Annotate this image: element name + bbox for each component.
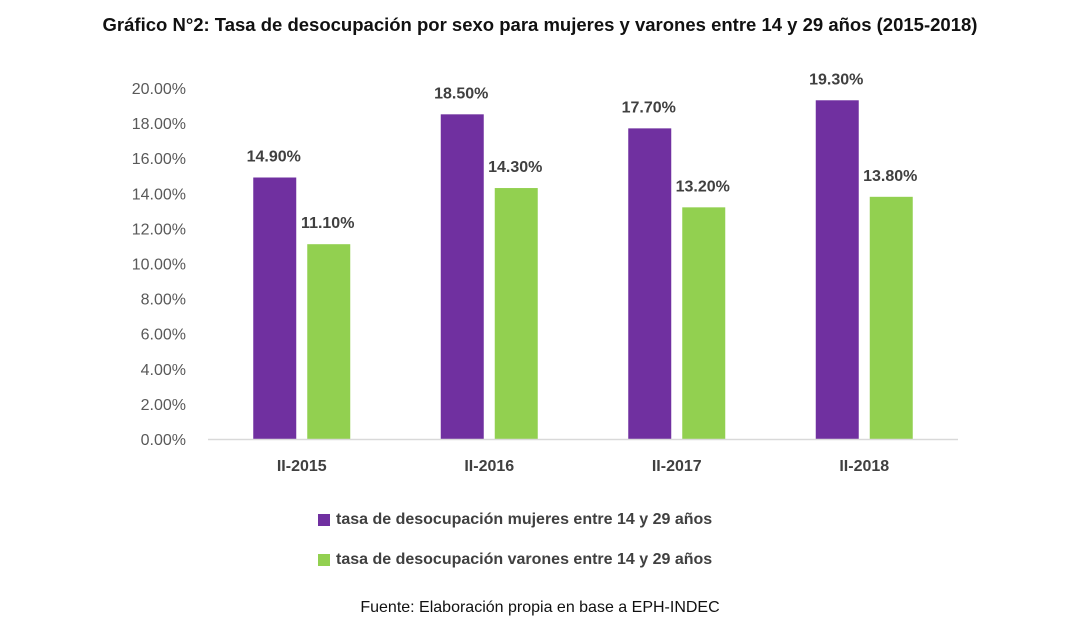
legend-label-varones: tasa de desocupación varones entre 14 y …	[336, 551, 713, 568]
legend-swatch-mujeres	[318, 514, 330, 526]
data-label: 19.30%	[809, 71, 863, 88]
bar-varones-II-2017	[682, 207, 726, 439]
data-label: 13.20%	[676, 178, 730, 195]
y-tick-label: 10.00%	[132, 257, 186, 274]
legend-label-mujeres: tasa de desocupación mujeres entre 14 y …	[336, 511, 713, 528]
x-axis: II-2015 II-2016 II-2017 II-2018	[208, 438, 958, 475]
y-axis: 0.00% 2.00% 4.00% 6.00% 8.00% 10.00% 12.00% 14.…	[132, 81, 186, 449]
legend-item-varones: tasa de desocupación varones entre 14 y …	[318, 540, 712, 580]
data-label: 14.30%	[488, 159, 542, 176]
y-tick-label: 4.00%	[141, 362, 186, 379]
x-tick-label: II-2017	[652, 458, 702, 475]
bar-mujeres-II-2016	[440, 114, 484, 439]
y-tick-label: 14.00%	[132, 186, 186, 203]
y-tick-label: 2.00%	[141, 397, 186, 414]
y-tick-label: 0.00%	[141, 432, 186, 449]
chart-title: Gráfico N°2: Tasa de desocupación por se…	[102, 14, 978, 35]
x-tick-label: II-2018	[839, 458, 889, 475]
data-label: 17.70%	[622, 99, 676, 116]
y-tick-label: 20.00%	[132, 81, 186, 98]
y-tick-label: 6.00%	[141, 327, 186, 344]
legend-swatch-varones	[318, 554, 330, 566]
data-label: 13.80%	[863, 168, 917, 185]
bar-mujeres-II-2015	[253, 177, 297, 439]
plot-area: 14.90% 11.10% 18.50% 14.30% 17.70% 13.20% 19.3…	[247, 71, 917, 440]
bar-chart: 0.00% 2.00% 4.00% 6.00% 8.00% 10.00% 12.00% 14.…	[132, 71, 958, 475]
data-label: 11.10%	[301, 215, 354, 232]
bar-mujeres-II-2018	[815, 100, 859, 439]
bar-varones-II-2018	[869, 196, 913, 439]
legend: tasa de desocupación mujeres entre 14 y …	[318, 500, 712, 580]
data-label: 18.50%	[434, 85, 488, 102]
y-tick-label: 18.00%	[132, 116, 186, 133]
x-tick-label: II-2016	[464, 458, 514, 475]
y-tick-label: 8.00%	[141, 292, 186, 309]
x-tick-label: II-2015	[277, 458, 327, 475]
y-tick-label: 12.00%	[132, 221, 186, 238]
bar-varones-II-2015	[307, 244, 351, 439]
legend-item-mujeres: tasa de desocupación mujeres entre 14 y …	[318, 500, 712, 540]
bar-mujeres-II-2017	[628, 128, 672, 440]
bar-varones-II-2016	[494, 188, 538, 439]
source-note: Fuente: Elaboración propia en base a EPH…	[360, 599, 720, 616]
data-label: 14.90%	[247, 149, 301, 166]
y-tick-label: 16.00%	[132, 151, 186, 168]
